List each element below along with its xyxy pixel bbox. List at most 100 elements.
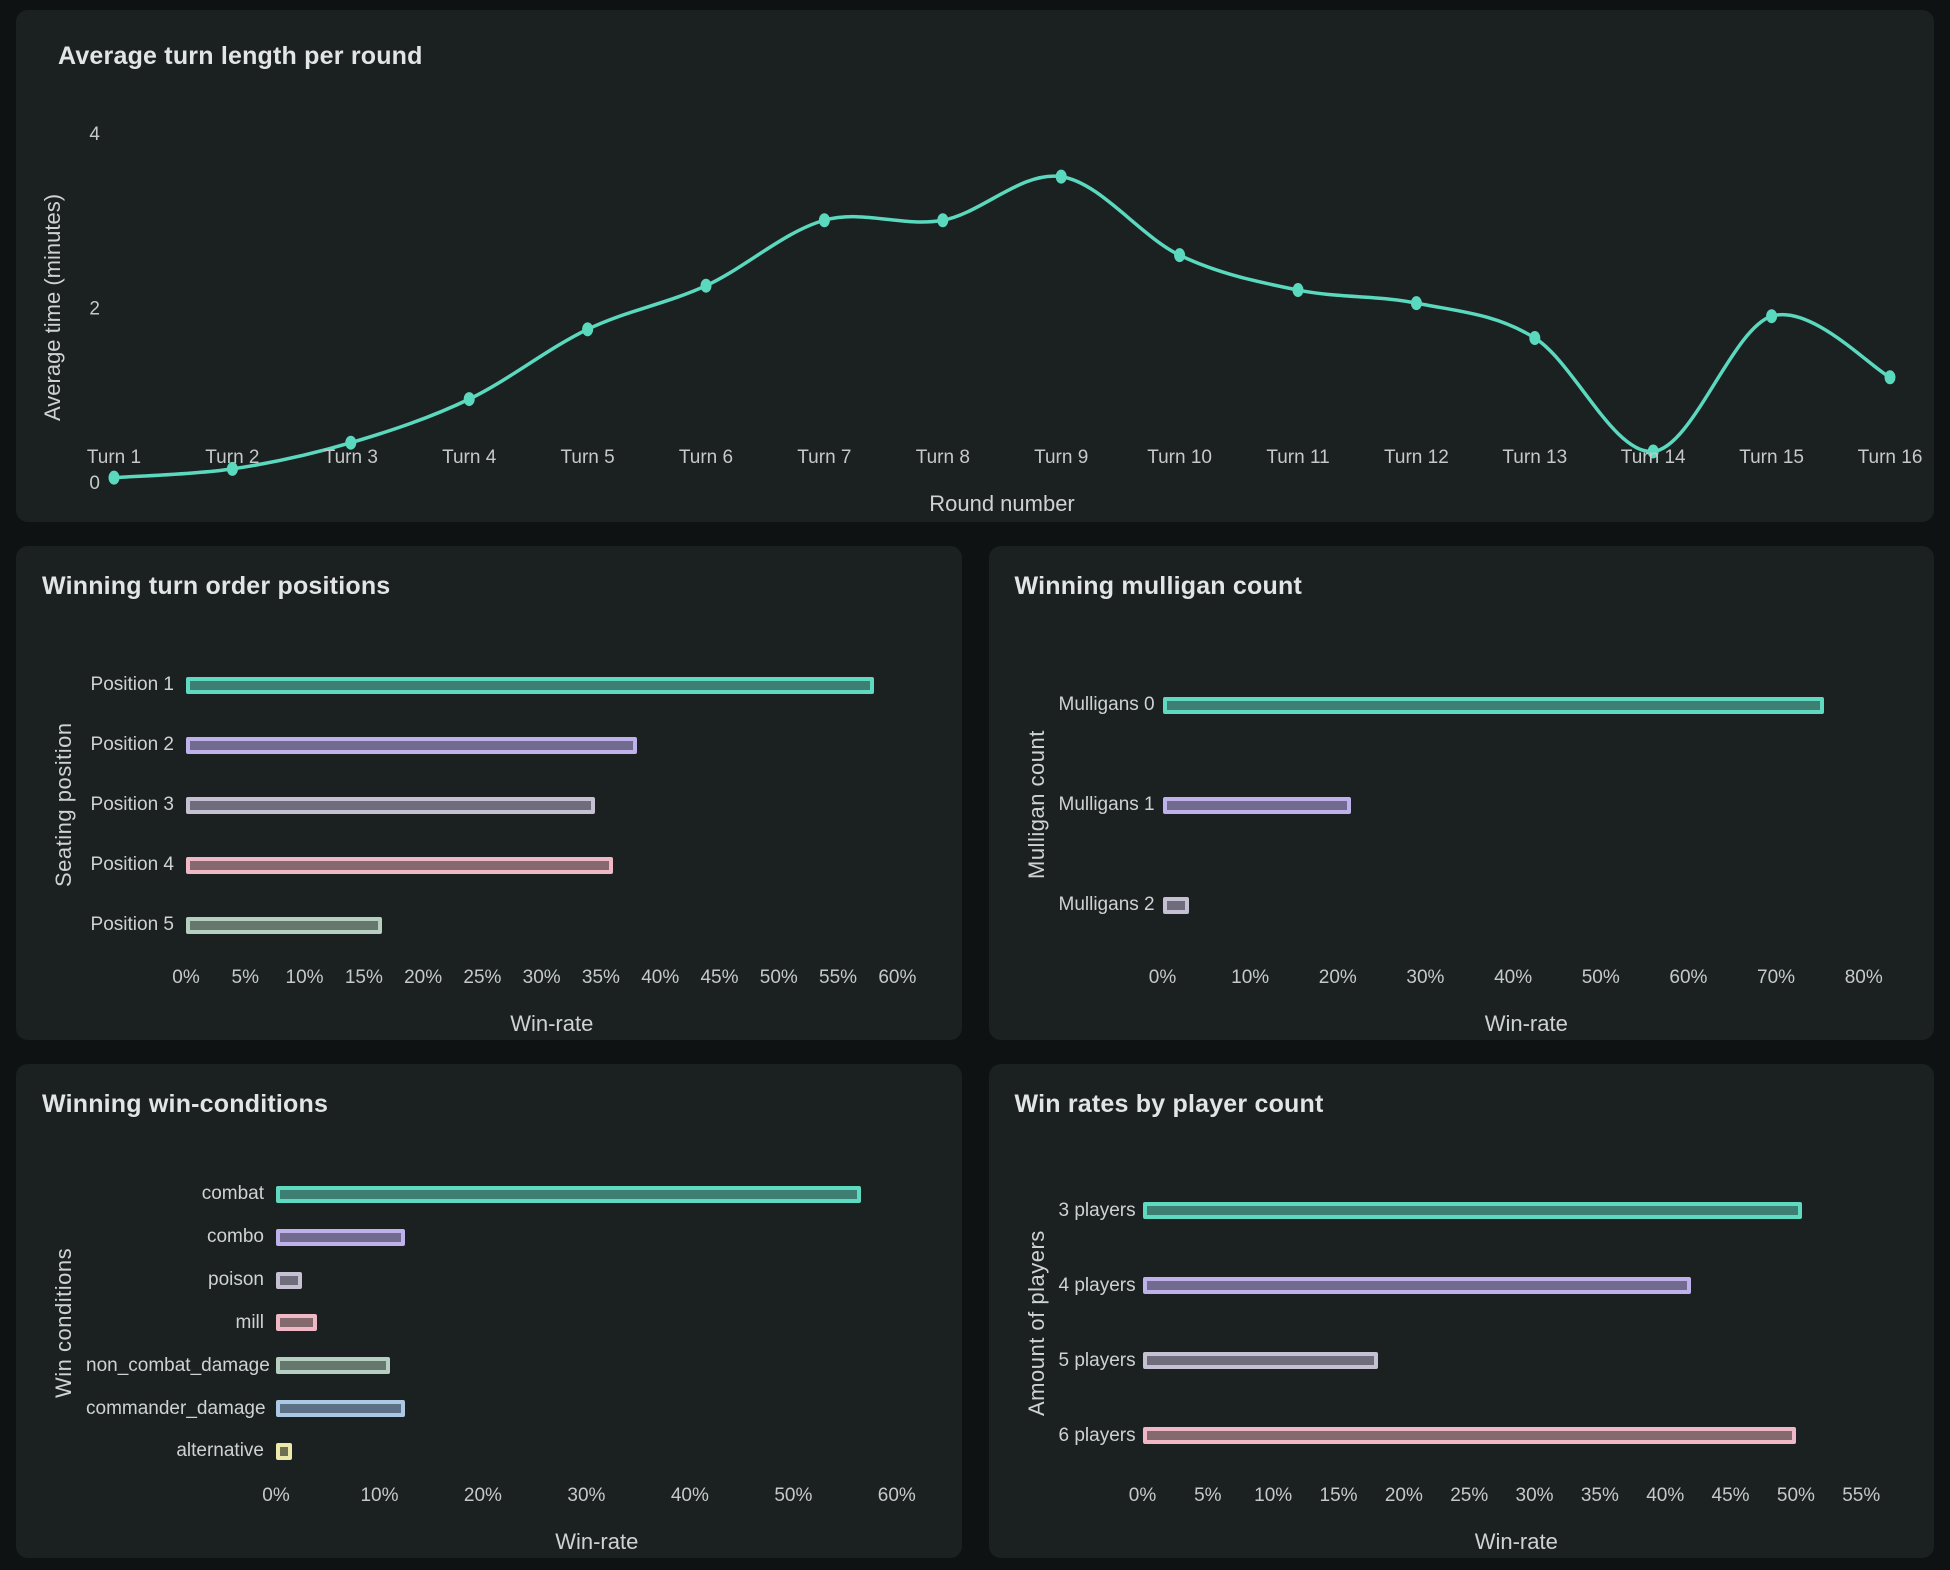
line-point[interactable]: [1884, 370, 1896, 385]
bar-category-label: Mulligans 1: [1058, 794, 1155, 815]
x-tick-label: Turn 6: [679, 447, 733, 468]
x-tick-label: 0%: [172, 967, 200, 988]
x-tick-label: 35%: [1580, 1485, 1619, 1506]
line-point[interactable]: [937, 213, 949, 228]
x-tick-label: 20%: [463, 1485, 502, 1506]
bar[interactable]: [276, 1357, 390, 1375]
line-chart-plot-area[interactable]: 0 2 4 Turn 1 Turn 2 Turn 3 Turn 4 Turn 5 Turn 6 T…: [16, 10, 1934, 522]
bar[interactable]: [1142, 1427, 1796, 1444]
bar[interactable]: [1162, 796, 1351, 814]
x-tick-label: 55%: [1842, 1485, 1881, 1506]
line-point[interactable]: [1292, 283, 1304, 298]
chart-title-conditions: Winning win-conditions: [42, 1090, 329, 1118]
panel-turn-order: Winning turn order positions Seating pos…: [16, 546, 962, 1040]
line-point[interactable]: [108, 470, 120, 485]
bar-chart-main: 3 players 4 players 5 players 6 players 0% 5…: [1059, 1173, 1911, 1555]
x-tick-label: 20%: [1384, 1485, 1423, 1506]
bar[interactable]: [1162, 696, 1825, 714]
bar[interactable]: [276, 1314, 318, 1332]
bar[interactable]: [186, 736, 637, 754]
bar-category-label: Mulligans 0: [1058, 694, 1155, 715]
x-tick-label: 50%: [1581, 967, 1620, 988]
x-tick-label: 0%: [1128, 1485, 1157, 1506]
bar[interactable]: [276, 1271, 302, 1289]
bar[interactable]: [186, 676, 874, 694]
y-axis-title: Average time (minutes): [40, 194, 65, 421]
bar[interactable]: [276, 1400, 406, 1418]
chart-body: Win conditions combat combo poison mill non_…: [42, 1173, 938, 1555]
line-point[interactable]: [700, 278, 712, 293]
bar-category-label: non_combat_damage: [86, 1354, 270, 1376]
x-tick-label: Turn 1: [87, 447, 141, 468]
x-tick-label: 25%: [463, 967, 502, 988]
x-tick-label: 20%: [404, 967, 443, 988]
bar-row: Mulligans 0: [1059, 694, 1911, 716]
bar[interactable]: [276, 1228, 406, 1246]
line-point[interactable]: [345, 435, 357, 450]
y-axis-title: Mulligan count: [1023, 730, 1049, 880]
line-point[interactable]: [1766, 309, 1778, 324]
x-axis-title: Win-rate: [1484, 1011, 1568, 1036]
bar[interactable]: [186, 856, 613, 874]
bar-row: Position 4: [86, 854, 938, 876]
bar-category-label: poison: [208, 1269, 264, 1291]
line-point[interactable]: [1410, 296, 1422, 311]
line-point[interactable]: [1174, 248, 1186, 263]
plot-area[interactable]: Mulligans 0 Mulligans 1 Mulligans 2: [1059, 655, 1911, 955]
plot-area[interactable]: 3 players 4 players 5 players 6 players: [1059, 1173, 1911, 1473]
chart-title-turn-order: Winning turn order positions: [42, 572, 391, 600]
bar-category-label: 5 players: [1058, 1349, 1136, 1371]
bar-track: [276, 1442, 918, 1460]
bar-category-label: commander_damage: [86, 1397, 266, 1419]
line-point[interactable]: [582, 322, 594, 337]
x-axis-title: Win-rate: [555, 1529, 639, 1554]
x-tick-label: 55%: [819, 967, 858, 988]
bar-track: [186, 676, 918, 694]
x-tick-label: Turn 11: [1266, 447, 1329, 468]
y-axis-title: Amount of players: [1023, 1230, 1049, 1416]
x-tick-label: Turn 8: [916, 447, 970, 468]
bar-category-label: Position 4: [90, 854, 174, 875]
line-series[interactable]: [113, 174, 1891, 480]
bar-track: [276, 1357, 918, 1375]
x-tick-label: 5%: [231, 967, 259, 988]
bar-row: 5 players: [1059, 1350, 1911, 1372]
bar[interactable]: [186, 916, 382, 934]
bar[interactable]: [186, 796, 596, 814]
bar-track: [276, 1314, 918, 1332]
x-axis-ticks: 0% 10% 20% 30% 40% 50% 60% 70% 80%: [1149, 967, 1891, 997]
x-tick-label: Turn 10: [1147, 447, 1212, 468]
x-tick-label: 25%: [1450, 1485, 1489, 1506]
plot-area[interactable]: combat combo poison mill non_combat_damage co…: [86, 1173, 938, 1473]
bar-row: Mulligans 1: [1059, 794, 1911, 816]
line-point[interactable]: [1647, 444, 1659, 459]
bar-track: [276, 1228, 918, 1246]
line-point[interactable]: [463, 392, 475, 407]
bar[interactable]: [1142, 1202, 1803, 1219]
x-tick-label: Turn 5: [560, 447, 614, 468]
bar-category-label: 6 players: [1058, 1424, 1136, 1446]
plot-area[interactable]: Position 1 Position 2 Position 3 Position 4…: [86, 655, 938, 955]
bar-category-label: Position 5: [90, 914, 174, 935]
x-axis-title: Round number: [929, 491, 1075, 516]
bar-row: Mulligans 2: [1059, 894, 1911, 916]
y-axis-title: Seating position: [51, 722, 76, 888]
x-tick-label: 15%: [344, 967, 383, 988]
x-axis-title: Win-rate: [1474, 1529, 1558, 1554]
line-point[interactable]: [1055, 169, 1067, 184]
line-point[interactable]: [1529, 331, 1541, 346]
bar[interactable]: [1162, 896, 1189, 914]
bar-row: non_combat_damage: [86, 1355, 938, 1377]
bar[interactable]: [1142, 1352, 1378, 1369]
line-point[interactable]: [226, 461, 238, 476]
bar[interactable]: [276, 1185, 861, 1203]
bar-row: mill: [86, 1312, 938, 1334]
bar-category-label: mill: [235, 1311, 265, 1333]
bar-track: [1142, 1427, 1891, 1444]
bar-row: Position 2: [86, 734, 938, 756]
line-point[interactable]: [818, 213, 830, 228]
bar-category-label: 4 players: [1058, 1274, 1136, 1296]
bar[interactable]: [1142, 1277, 1692, 1294]
bar[interactable]: [276, 1442, 292, 1460]
bar-track: [1162, 696, 1891, 714]
